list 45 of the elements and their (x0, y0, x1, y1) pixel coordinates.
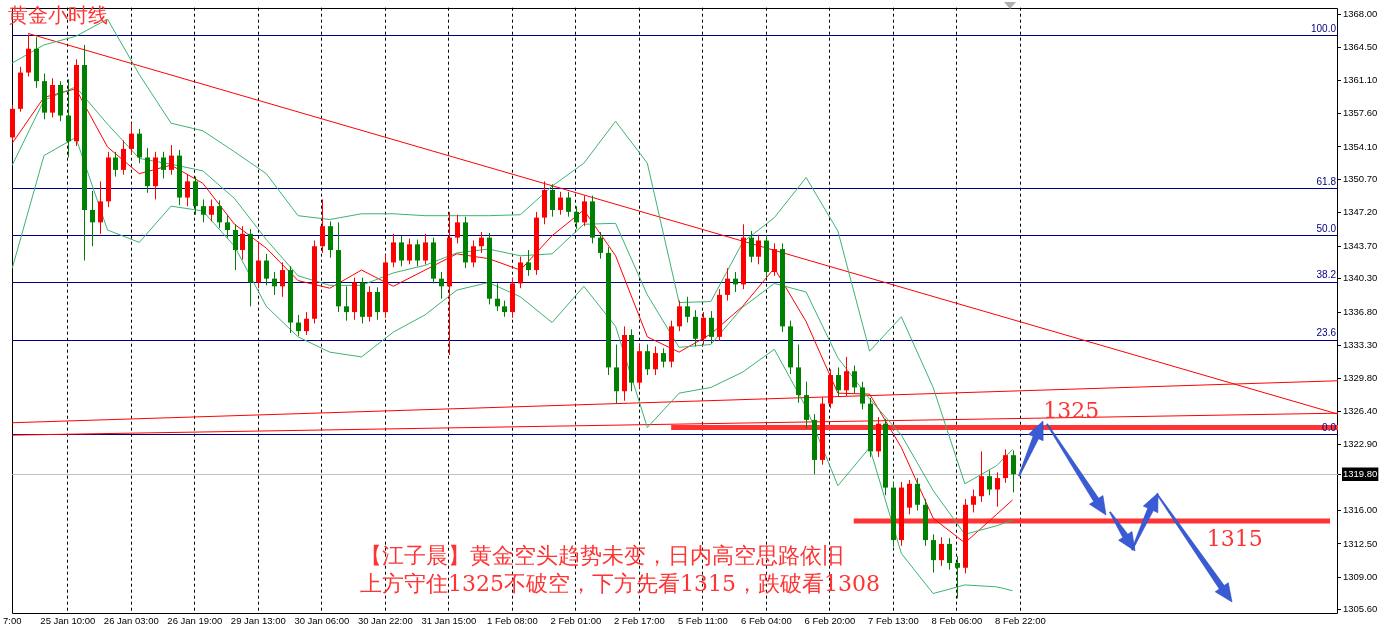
y-tick-label: 1322.90 (1343, 438, 1378, 450)
annotation: 61.8 (1316, 175, 1337, 187)
x-tick-label: 7:00 (2, 614, 22, 626)
x-tick-label: 26 Jan 19:00 (167, 614, 223, 626)
y-tick-label: 1316.00 (1343, 504, 1378, 516)
annotation: 上方守住1325不破空，下方先看1315，跌破看1308 (360, 570, 880, 598)
y-tick-label: 1361.10 (1343, 73, 1378, 85)
y-tick-label: 1364.50 (1343, 41, 1378, 53)
annotation: 【江子晨】黄金空头趋势未变，日内高空思路依旧 (360, 542, 844, 570)
x-tick-label: 2 Feb 17:00 (614, 614, 665, 626)
annotation: 50.0 (1316, 222, 1337, 234)
y-tick-label: 1305.60 (1343, 603, 1378, 615)
x-tick-label: 2 Feb 01:00 (550, 614, 602, 626)
x-tick-label: 1 Feb 08:00 (487, 614, 538, 626)
x-tick-label: 8 Feb 06:00 (931, 614, 983, 626)
y-tick-label: 1319.80 (1343, 467, 1378, 479)
series-label: 1315 (1206, 525, 1263, 551)
y-tick-label: 1350.70 (1343, 173, 1378, 185)
y-tick-label: 1357.60 (1343, 107, 1378, 119)
x-tick-label: 25 Jan 10:00 (40, 614, 96, 626)
y-tick-label: 1343.70 (1343, 239, 1378, 251)
x-tick-label: 5 Feb 11:00 (677, 614, 728, 626)
x-tick-label: 6 Feb 20:00 (804, 614, 856, 626)
annotation: 100.0 (1310, 23, 1337, 35)
x-tick-label: 6 Feb 04:00 (741, 614, 792, 626)
x-tick-label: 8 Feb 22:00 (995, 614, 1046, 626)
y-tick-label: 1326.40 (1343, 404, 1378, 416)
y-tick-label: 1333.30 (1343, 339, 1378, 351)
annotation: 23.6 (1316, 327, 1337, 339)
x-tick-label: 7 Feb 13:00 (868, 614, 919, 626)
y-tick-label: 1354.10 (1343, 140, 1378, 152)
y-tick-label: 1336.80 (1343, 305, 1378, 317)
y-tick-label: 1329.80 (1343, 372, 1378, 384)
x-tick-label: 30 Jan 22:00 (357, 614, 413, 626)
series-label: 1325 (1043, 398, 1100, 424)
y-tick-label: 1368.00 (1343, 8, 1378, 19)
y-tick-label: 1340.30 (1343, 272, 1378, 284)
annotation: 38.2 (1316, 269, 1337, 281)
x-tick-label: 31 Jan 15:00 (421, 614, 477, 626)
x-tick-label: 26 Jan 03:00 (103, 614, 159, 626)
y-tick-label: 1309.00 (1343, 570, 1378, 582)
y-tick-label: 1312.50 (1343, 537, 1378, 549)
x-tick-label: 30 Jan 06:00 (294, 614, 350, 626)
y-tick-label: 1347.20 (1343, 206, 1378, 218)
x-tick-label: 29 Jan 13:00 (230, 614, 286, 626)
